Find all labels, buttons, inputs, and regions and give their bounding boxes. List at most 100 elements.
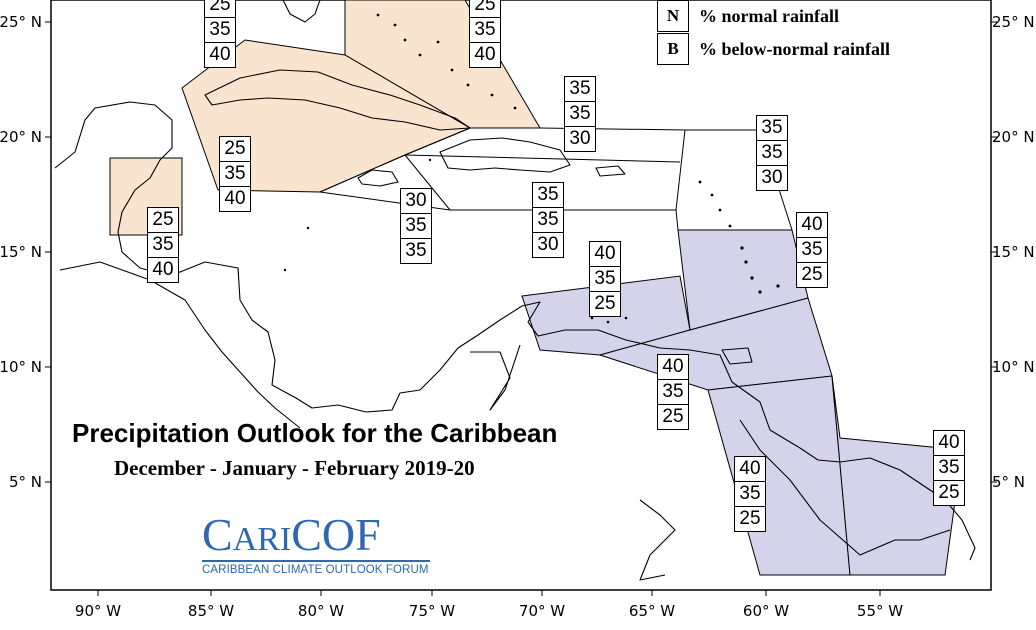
prob-box-hispaniola: 35 35 30 <box>532 182 564 258</box>
lat-axis-labels-right: 25° N 20° N 15° N 10° N 5° N <box>992 13 1035 491</box>
prob-above: 40 <box>797 213 827 238</box>
prob-below: 40 <box>152 259 174 280</box>
lon-label: 75° W <box>409 602 455 620</box>
prob-above: 35 <box>533 183 563 208</box>
coast-trinidad <box>721 347 753 365</box>
prob-above: 40 <box>934 431 964 456</box>
prob-box-suriname-french-guiana: 40 35 25 <box>933 430 965 506</box>
lat-label: 20° N <box>0 128 42 146</box>
prob-below: 40 <box>209 44 231 65</box>
coast-puerto-rico <box>595 165 626 177</box>
prob-normal: 35 <box>205 18 235 43</box>
prob-below: 35 <box>405 240 427 261</box>
prob-below: 30 <box>761 167 783 188</box>
prob-normal: 35 <box>757 141 787 166</box>
prob-below: 25 <box>739 508 761 529</box>
prob-above: 35 <box>565 77 595 102</box>
legend-key-normal: N <box>657 0 689 32</box>
prob-above: 40 <box>590 242 620 267</box>
coast-colombia <box>470 344 521 411</box>
prob-box-windward-islands: 40 35 25 <box>796 212 828 288</box>
prob-box-jamaica: 30 35 35 <box>400 188 432 264</box>
prob-box-turks-caicos: 35 35 30 <box>564 76 596 152</box>
caricof-logo: CARICOF CARIBBEAN CLIMATE OUTLOOK FORUM <box>202 512 434 578</box>
prob-below: 25 <box>938 482 960 503</box>
logo-subtitle: CARIBBEAN CLIMATE OUTLOOK FORUM <box>202 564 429 576</box>
logo-wordmark: CARICOF <box>202 509 381 560</box>
prob-below: 40 <box>474 44 496 65</box>
prob-normal: 35 <box>470 18 500 43</box>
prob-above: 40 <box>735 457 765 482</box>
prob-above: 25 <box>220 137 250 162</box>
logo-rule <box>202 560 430 562</box>
prob-normal: 35 <box>401 214 431 239</box>
coast-cuba <box>204 69 471 131</box>
prob-below: 25 <box>801 264 823 285</box>
lat-label: 5° N <box>9 473 42 491</box>
lat-label: 10° N <box>0 358 42 376</box>
legend-key-below: B <box>657 33 689 65</box>
prob-below: 25 <box>594 293 616 314</box>
prob-box-abc-islands: 40 35 25 <box>589 241 621 317</box>
coast-florida <box>282 0 321 23</box>
prob-above: 40 <box>658 355 688 380</box>
map-title: Precipitation Outlook for the Caribbean <box>72 418 558 448</box>
axis-ticks <box>45 21 997 596</box>
coast-central-america <box>54 101 976 561</box>
prob-below: 25 <box>662 406 684 427</box>
lat-label: 25° N <box>992 13 1035 31</box>
coast-jamaica <box>357 169 399 187</box>
lon-label: 65° W <box>629 602 675 620</box>
coast-hispaniola <box>439 137 571 173</box>
lon-label: 80° W <box>298 602 344 620</box>
prob-above: 25 <box>205 0 235 18</box>
zone-border-hispaniola <box>404 154 681 163</box>
small-islands <box>283 13 780 324</box>
prob-normal: 35 <box>658 380 688 405</box>
legend-normal: N % normal rainfall <box>657 0 839 32</box>
lon-label: 85° W <box>188 602 234 620</box>
coastlines <box>54 0 976 581</box>
zone-border-jamaica <box>319 127 686 211</box>
prob-normal: 35 <box>533 208 563 233</box>
lat-label: 10° N <box>992 358 1035 376</box>
lat-label: 15° N <box>992 243 1035 261</box>
prob-normal: 35 <box>934 456 964 481</box>
legend-text-below: % below-normal rainfall <box>699 38 890 59</box>
prob-normal: 35 <box>565 102 595 127</box>
prob-normal: 35 <box>148 233 178 258</box>
prob-above: 30 <box>401 189 431 214</box>
prob-above: 25 <box>148 208 178 233</box>
coast-guyana-rivers <box>739 419 951 556</box>
legend-text-normal: % normal rainfall <box>699 5 839 26</box>
prob-below: 40 <box>224 188 246 209</box>
prob-normal: 35 <box>220 162 250 187</box>
prob-box-trinidad-tobago: 40 35 25 <box>657 354 689 430</box>
lon-label: 90° W <box>75 602 121 620</box>
prob-below: 30 <box>569 128 591 149</box>
lat-label: 15° N <box>0 243 42 261</box>
prob-normal: 35 <box>590 267 620 292</box>
prob-above: 35 <box>757 116 787 141</box>
prob-box-cuba: 25 35 40 <box>219 136 251 212</box>
coast-pacific-ca <box>59 261 301 429</box>
coast-ne-brazil <box>639 499 676 581</box>
lat-label: 20° N <box>992 128 1035 146</box>
lon-label: 55° W <box>857 602 903 620</box>
prob-box-leeward-islands: 35 35 30 <box>756 115 788 191</box>
prob-normal: 35 <box>735 482 765 507</box>
prob-box-southern-bahamas: 25 35 40 <box>469 0 501 68</box>
lon-label: 60° W <box>743 602 789 620</box>
lat-label: 25° N <box>0 13 42 31</box>
zone-border-hisp-div <box>404 154 451 211</box>
legend-below: B % below-normal rainfall <box>657 33 890 65</box>
lon-label: 70° W <box>519 602 565 620</box>
map-subtitle: December - January - February 2019-20 <box>114 456 475 480</box>
prob-above: 25 <box>470 0 500 18</box>
zone-border-leeward <box>675 129 793 231</box>
prob-below: 30 <box>537 234 559 255</box>
prob-box-northern-bahamas: 25 35 40 <box>204 0 236 68</box>
lon-axis-labels: 90° W 85° W 80° W 75° W 70° W 65° W 60° … <box>75 602 903 620</box>
lat-label: 5° N <box>992 473 1025 491</box>
